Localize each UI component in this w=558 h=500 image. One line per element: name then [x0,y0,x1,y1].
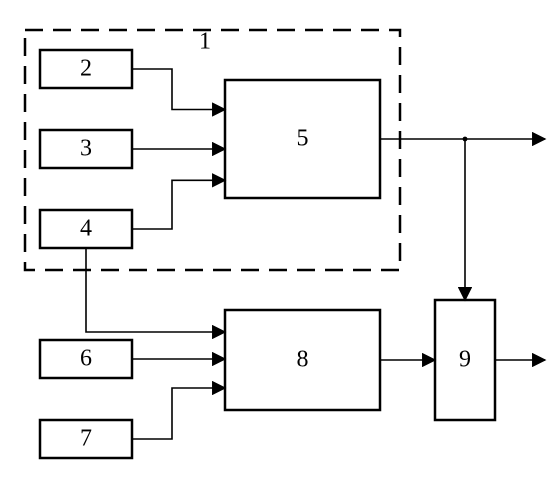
node-9: 9 [435,300,495,420]
node-2: 2 [40,50,132,88]
dashed-container-label: 1 [199,29,211,55]
node-4: 4 [40,210,132,248]
node-5: 5 [225,80,380,198]
node-8-label: 8 [297,347,309,373]
edge-e7-8 [132,388,225,439]
edge-e4-8 [86,248,225,332]
node-3: 3 [40,130,132,168]
node-9-label: 9 [459,347,471,373]
node-5-label: 5 [297,126,309,152]
node-6-label: 6 [80,346,92,372]
node-3-label: 3 [80,136,92,162]
node-7: 7 [40,420,132,458]
node-7-label: 7 [80,426,92,452]
node-6: 6 [40,340,132,378]
edge-e2-5 [132,69,225,110]
node-8: 8 [225,310,380,410]
edge-e4-5 [132,180,225,229]
node-2-label: 2 [80,56,92,82]
junction-dot [463,137,468,142]
node-4-label: 4 [80,216,92,242]
